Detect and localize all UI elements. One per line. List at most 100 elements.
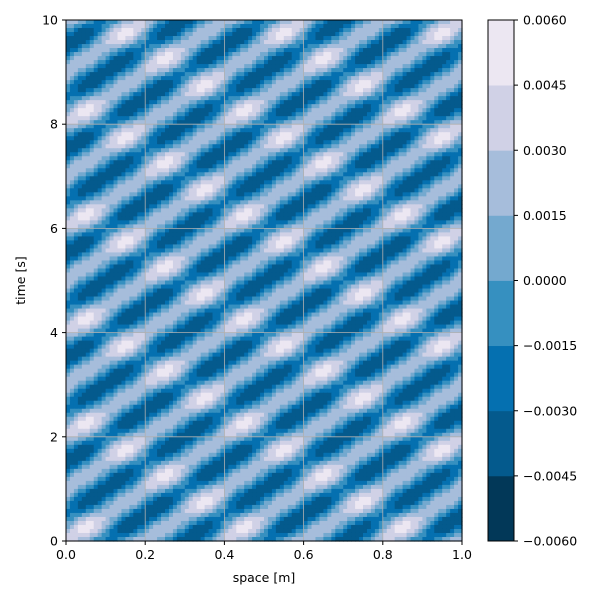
contour-cell [331,200,336,205]
contour-cell [355,196,360,201]
contour-cell [287,48,293,53]
contour-cell [402,64,408,69]
contour-cell [311,116,317,121]
contour-cell [382,208,388,213]
contour-cell [410,72,416,77]
contour-cell [66,136,71,141]
contour-cell [113,44,119,49]
contour-cell [232,48,237,53]
contour-cell [145,188,150,193]
contour-cell [141,92,146,97]
contour-cell [137,72,142,77]
contour-cell [382,72,388,77]
contour-cell [438,136,443,141]
contour-cell [422,44,427,49]
contour-cell [339,152,344,157]
contour-cell [216,140,222,145]
contour-cell [105,124,111,129]
contour-cell [184,180,190,185]
contour-cell [172,68,178,73]
contour-cell [137,60,142,65]
contour-cell [224,60,229,65]
contour-cell [434,164,439,169]
contour-cell [450,60,455,65]
contour-cell [299,76,305,81]
contour-cell [220,104,225,109]
contour-cell [192,124,198,129]
contour-cell [446,200,451,205]
contour-cell [319,104,324,109]
contour-cell [335,68,340,73]
contour-cell [454,20,459,25]
contour-cell [252,72,257,77]
contour-cell [168,76,174,81]
contour-cell [299,36,305,41]
contour-cell [69,132,75,137]
contour-cell [271,208,277,213]
contour-cell [168,168,174,173]
contour-cell [450,96,455,101]
contour-cell [402,56,408,61]
contour-cell [260,24,265,29]
contour-cell [89,196,95,201]
contour-cell [418,68,423,73]
contour-cell [244,180,249,185]
contour-cell [248,108,253,113]
contour-cell [188,96,194,101]
contour-cell [390,212,396,217]
contour-cell [232,104,237,109]
contour-cell [117,104,123,109]
contour-cell [260,60,265,65]
contour-cell [343,172,348,177]
contour-cell [192,172,198,177]
contour-cell [351,48,356,53]
contour-cell [422,216,427,221]
contour-cell [165,180,170,185]
contour-cell [149,156,154,161]
contour-cell [244,92,249,97]
contour-cell [141,140,146,145]
contour-cell [184,140,190,145]
contour-cell [315,20,321,25]
contour-cell [426,212,431,217]
contour-cell [418,140,423,145]
contour-cell [454,204,459,209]
contour-cell [275,132,281,137]
contour-cell [366,176,372,181]
contour-cell [271,60,277,65]
contour-cell [109,168,115,173]
contour-cell [426,36,431,41]
contour-cell [208,24,214,29]
contour-cell [66,128,71,133]
contour-cell [398,20,404,25]
contour-cell [374,64,380,69]
contour-cell [319,136,324,141]
contour-cell [200,68,206,73]
contour-cell [248,140,253,145]
contour-cell [386,136,392,141]
contour-cell [66,156,71,161]
contour-cell [418,52,423,57]
contour-cell [125,176,130,181]
contour-cell [303,88,309,93]
contour-cell [137,184,142,189]
contour-cell [311,140,317,145]
contour-cell [97,28,103,33]
contour-cell [271,136,277,141]
contour-cell [414,108,420,113]
contour-cell [279,36,285,41]
contour-cell [236,36,241,41]
contour-cell [267,24,273,29]
contour-cell [97,120,103,125]
contour-cell [355,176,360,181]
contour-cell [374,120,380,125]
contour-cell [319,28,324,33]
contour-cell [101,192,107,197]
contour-cell [319,80,324,85]
contour-cell [172,48,178,53]
contour-cell [113,92,119,97]
contour-cell [168,164,174,169]
contour-cell [311,136,317,141]
contour-cell [275,140,281,145]
contour-cell [153,32,158,37]
